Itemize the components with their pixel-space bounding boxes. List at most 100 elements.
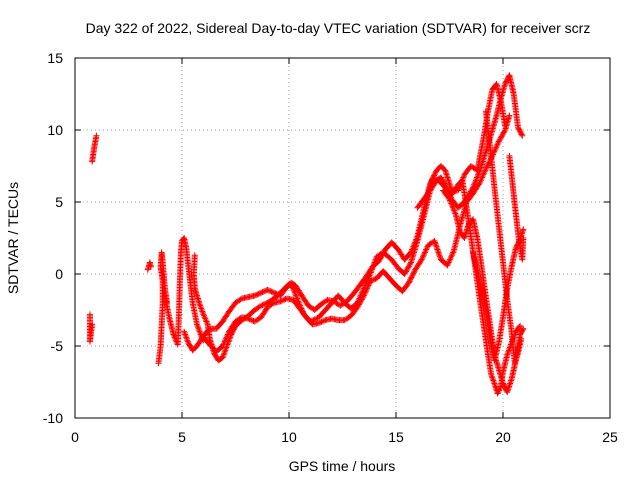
data-point <box>204 319 211 326</box>
data-point <box>203 318 210 325</box>
data-point <box>195 325 202 332</box>
data-point <box>411 267 418 274</box>
data-point <box>264 286 271 293</box>
data-point <box>355 301 362 308</box>
data-point <box>262 300 269 307</box>
data-point <box>492 145 499 152</box>
x-tick-label: 15 <box>388 429 404 445</box>
data-point <box>490 377 497 384</box>
series-arc-m <box>506 152 527 263</box>
data-point <box>450 204 457 211</box>
data-point <box>201 312 208 319</box>
data-point <box>202 317 209 324</box>
data-point <box>221 348 228 355</box>
data-point <box>497 135 504 142</box>
data-points <box>86 72 527 397</box>
data-point <box>224 331 231 338</box>
data-point <box>423 246 430 253</box>
data-point <box>412 237 419 244</box>
series-arc-j <box>440 187 527 396</box>
data-point <box>358 297 365 304</box>
data-point <box>358 296 365 303</box>
data-point <box>476 180 483 187</box>
data-point <box>202 315 209 322</box>
data-point <box>184 337 191 344</box>
data-point <box>500 130 506 137</box>
data-point <box>376 256 383 263</box>
y-tick-label: 5 <box>55 194 63 210</box>
chart-title: Day 322 of 2022, Sidereal Day-to-day VTE… <box>86 20 591 36</box>
series-arc-l <box>482 108 525 367</box>
data-point <box>500 129 507 136</box>
data-point <box>432 169 439 176</box>
data-point <box>519 132 526 139</box>
data-point <box>251 292 258 299</box>
data-point <box>495 139 502 146</box>
data-point <box>237 296 244 303</box>
data-point <box>409 246 416 253</box>
data-point <box>479 173 486 180</box>
data-point <box>380 249 387 256</box>
series-arc-a <box>86 311 96 345</box>
data-point <box>406 278 413 285</box>
data-point <box>200 311 207 318</box>
data-point <box>292 292 299 299</box>
data-point <box>354 304 361 311</box>
data-point <box>407 249 414 256</box>
data-point <box>520 235 527 241</box>
data-point <box>411 240 418 247</box>
data-point <box>267 287 274 294</box>
data-point <box>294 295 301 302</box>
data-point <box>181 330 188 337</box>
data-point <box>402 268 409 275</box>
data-point <box>475 171 482 178</box>
x-tick-label: 5 <box>178 429 186 445</box>
data-point <box>260 288 267 295</box>
data-point <box>409 271 416 278</box>
data-point <box>222 345 229 352</box>
data-point <box>407 277 414 284</box>
data-point <box>407 275 414 282</box>
data-point <box>183 335 190 342</box>
data-point <box>409 245 416 252</box>
data-point <box>225 330 232 337</box>
data-point <box>488 371 495 378</box>
data-point <box>478 175 485 182</box>
data-point <box>450 206 457 213</box>
data-point <box>520 325 527 332</box>
data-point <box>253 292 260 299</box>
data-point <box>360 293 367 300</box>
data-point <box>480 170 487 177</box>
data-point <box>271 289 278 296</box>
data-point <box>417 257 424 264</box>
data-point <box>265 287 272 294</box>
data-point <box>460 174 467 181</box>
y-tick-label: 10 <box>47 122 63 138</box>
data-point <box>220 340 227 347</box>
data-point <box>321 317 328 324</box>
data-point <box>495 389 502 396</box>
data-point <box>278 297 285 304</box>
series-arc-c <box>144 259 154 273</box>
plot-area-frame <box>74 57 611 419</box>
data-point <box>363 286 370 293</box>
data-point <box>368 277 375 284</box>
data-point <box>410 269 417 276</box>
data-point <box>293 294 300 301</box>
data-point <box>182 332 189 339</box>
data-point <box>421 250 428 257</box>
data-point <box>246 316 253 323</box>
data-point <box>404 265 411 272</box>
data-point <box>504 351 511 358</box>
data-point <box>405 263 412 270</box>
data-point <box>369 277 376 284</box>
data-point <box>259 302 266 309</box>
data-point <box>488 373 495 380</box>
data-point <box>475 181 482 188</box>
data-point <box>196 327 203 334</box>
data-point <box>280 297 287 304</box>
data-point <box>422 247 429 254</box>
data-point <box>364 285 371 292</box>
data-point <box>259 289 266 296</box>
data-point <box>482 165 489 172</box>
